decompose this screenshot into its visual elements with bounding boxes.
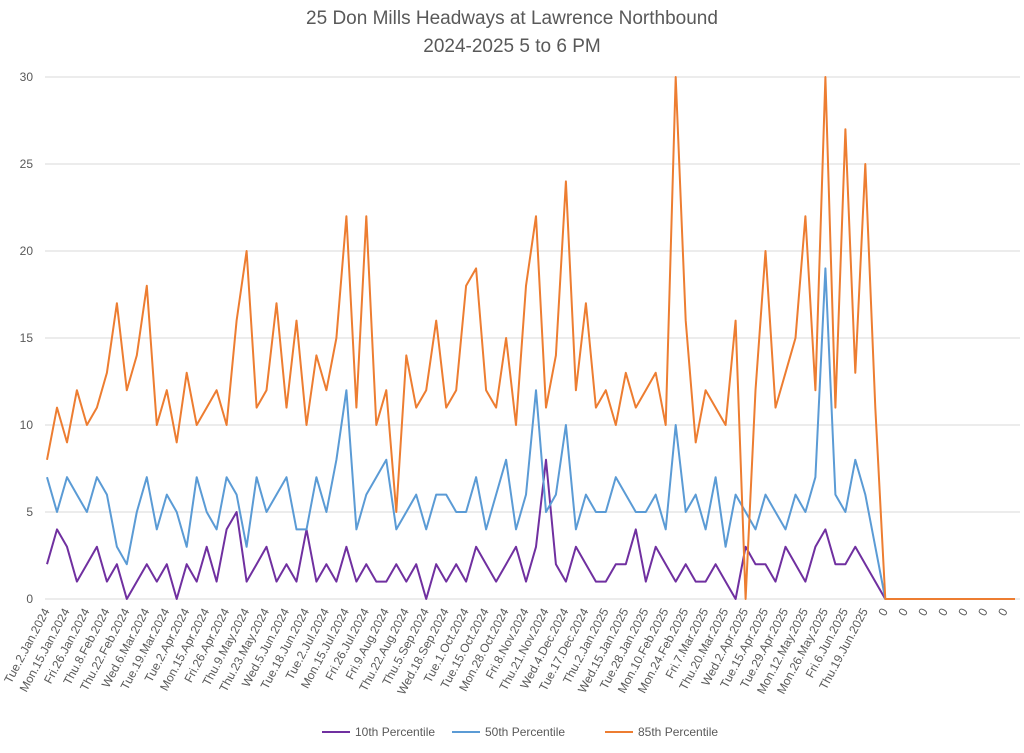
x-tick-label: 0 — [935, 606, 951, 619]
y-tick-label: 5 — [26, 505, 33, 519]
chart-title: 25 Don Mills Headways at Lawrence Northb… — [306, 8, 718, 29]
y-tick-label: 10 — [20, 418, 34, 432]
x-tick-label: 0 — [875, 606, 891, 619]
y-tick-label: 25 — [20, 157, 34, 171]
chart-subtitle: 2024-2025 5 to 6 PM — [423, 36, 600, 57]
legend-label: 85th Percentile — [638, 725, 718, 739]
x-tick-label: 0 — [975, 606, 991, 619]
series-line — [46, 267, 1015, 600]
legend-label: 50th Percentile — [485, 725, 565, 739]
y-tick-label: 0 — [26, 592, 33, 606]
y-tick-label: 15 — [20, 331, 34, 345]
x-tick-label: 0 — [995, 606, 1011, 619]
series-line — [46, 76, 1015, 600]
legend-label: 10th Percentile — [355, 725, 435, 739]
x-tick-label: 0 — [955, 606, 971, 619]
x-tick-label: 0 — [895, 606, 911, 619]
series-line — [46, 458, 1015, 600]
y-tick-label: 20 — [20, 244, 34, 258]
y-tick-label: 30 — [20, 70, 34, 84]
x-tick-label: 0 — [915, 606, 931, 619]
